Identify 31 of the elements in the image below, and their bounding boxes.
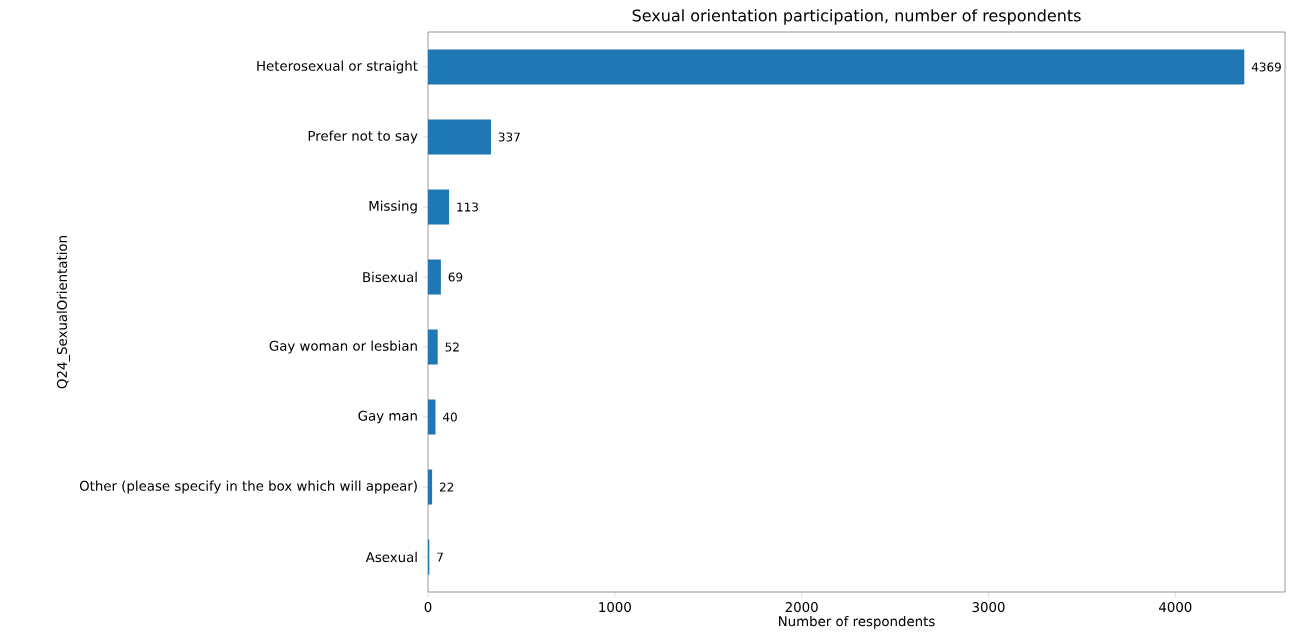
bar xyxy=(428,329,438,365)
y-axis-title: Q24_SexualOrientation xyxy=(56,236,70,389)
data-label: 4369 xyxy=(1251,62,1281,72)
x-axis-title: Number of respondents xyxy=(779,615,935,629)
data-label: 22 xyxy=(439,482,454,492)
y-tick-label: Other (please specify in the box which will appear) xyxy=(79,480,417,494)
x-tick-label: 0 xyxy=(424,602,432,613)
data-label: 113 xyxy=(457,202,478,212)
data-label: 52 xyxy=(445,342,459,352)
bar xyxy=(428,469,433,505)
bar xyxy=(428,259,441,295)
y-tick-label: Asexual xyxy=(365,551,417,563)
bar xyxy=(428,189,450,225)
data-label: 69 xyxy=(448,272,463,282)
x-tick-label: 2000 xyxy=(785,602,818,613)
y-tick-label: Prefer not to say xyxy=(308,130,418,144)
y-tick-label: Missing xyxy=(369,200,417,214)
x-tick-label: 4000 xyxy=(1159,602,1192,613)
x-tick-label: 3000 xyxy=(972,602,1005,613)
data-label: 7 xyxy=(437,552,443,562)
data-label: 337 xyxy=(498,132,520,142)
bar xyxy=(428,399,436,435)
y-tick-label: Heterosexual or straight xyxy=(257,60,418,74)
bar xyxy=(428,119,491,155)
chart-title: Sexual orientation participation, number of respondents xyxy=(632,9,1081,25)
y-tick-label: Bisexual xyxy=(363,271,417,283)
x-tick-label: 1000 xyxy=(599,602,631,613)
data-label: 40 xyxy=(442,412,457,422)
bar xyxy=(428,49,1245,85)
y-tick-label: Gay man xyxy=(358,410,417,424)
y-tick-label: Gay woman or lesbian xyxy=(269,340,417,354)
